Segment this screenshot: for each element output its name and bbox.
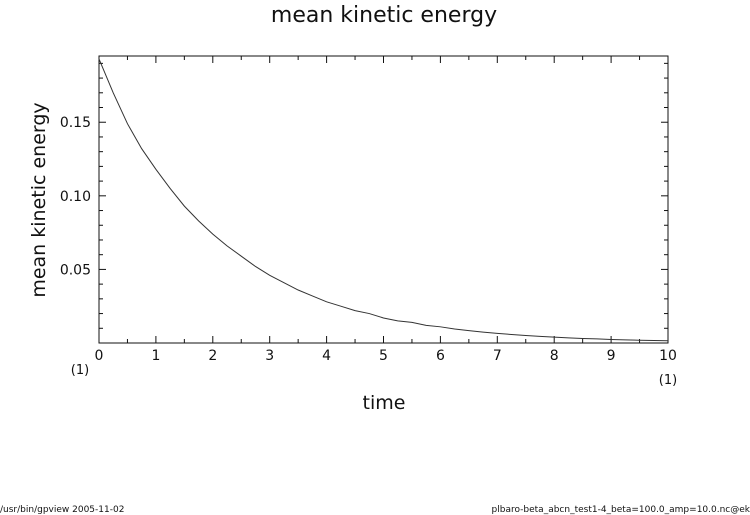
tick-labels: 0 1 2 3 4 5 6 7 8 9 10 0.05 0.10 0.15 xyxy=(60,115,677,364)
x-tick-label: 2 xyxy=(208,348,217,364)
plot-frame xyxy=(98,55,669,344)
x-axis-label: time xyxy=(363,392,406,414)
x-unit-label-right: (1) xyxy=(659,373,677,388)
y-tick-label: 0.15 xyxy=(60,115,91,131)
footer-left: /usr/bin/gpview 2005-11-02 xyxy=(0,505,125,515)
x-unit-label-left: (1) xyxy=(71,363,89,378)
x-tick-label: 8 xyxy=(550,348,559,364)
x-tick-label: 1 xyxy=(151,348,160,364)
series-line-mean-kinetic-energy xyxy=(98,58,669,342)
axis-ticks xyxy=(98,56,669,343)
x-tick-label: 5 xyxy=(379,348,388,364)
chart-title: mean kinetic energy xyxy=(271,3,497,28)
x-tick-label: 0 xyxy=(95,348,104,364)
y-tick-label: 0.10 xyxy=(60,189,91,205)
x-tick-label: 9 xyxy=(607,348,616,364)
x-tick-label: 6 xyxy=(436,348,445,364)
x-tick-label: 7 xyxy=(493,348,502,364)
y-tick-label: 0.05 xyxy=(60,262,91,278)
footer-right: plbaro-beta_abcn_test1-4_beta=100.0_amp=… xyxy=(491,505,750,515)
x-tick-label: 3 xyxy=(265,348,274,364)
x-tick-label: 10 xyxy=(659,348,677,364)
x-tick-label: 4 xyxy=(322,348,331,364)
y-axis-label: mean kinetic energy xyxy=(28,102,50,297)
